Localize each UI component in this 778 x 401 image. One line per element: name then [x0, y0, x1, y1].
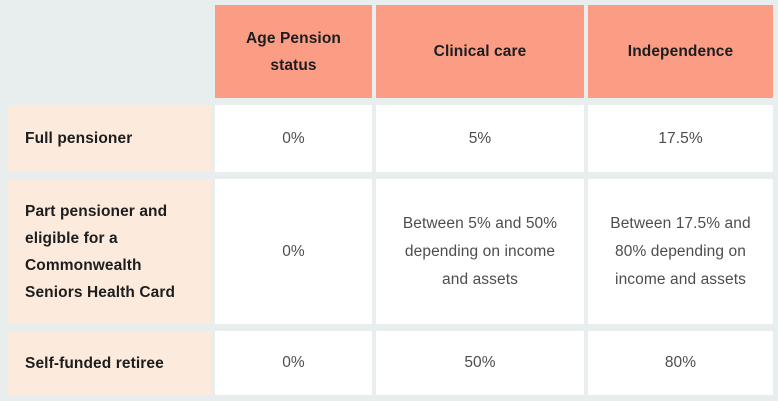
table-cell-part-pensioner-age-pension: 0%	[215, 179, 372, 324]
pension-fees-table: Age Pension status Clinical care Indepen…	[8, 5, 773, 395]
row-header-self-funded-retiree: Self-funded retiree	[8, 331, 211, 395]
row-header-full-pensioner: Full pensioner	[8, 105, 211, 172]
table-cell-full-pensioner-independence: 17.5%	[588, 105, 773, 172]
row-header-part-pensioner: Part pensioner and eligible for a Common…	[8, 179, 211, 324]
column-header-clinical-care: Clinical care	[376, 5, 584, 98]
table-cell-part-pensioner-independence: Between 17.5% and 80% depending on incom…	[588, 179, 773, 324]
column-header-independence: Independence	[588, 5, 773, 98]
table-cell-full-pensioner-clinical-care: 5%	[376, 105, 584, 172]
column-header-age-pension-status: Age Pension status	[215, 5, 372, 98]
table-cell-self-funded-independence: 80%	[588, 331, 773, 395]
table-cell-part-pensioner-clinical-care: Between 5% and 50% depending on income a…	[376, 179, 584, 324]
table-cell-full-pensioner-age-pension: 0%	[215, 105, 372, 172]
table-cell-self-funded-age-pension: 0%	[215, 331, 372, 395]
corner-spacer	[8, 5, 211, 98]
table-cell-self-funded-clinical-care: 50%	[376, 331, 584, 395]
